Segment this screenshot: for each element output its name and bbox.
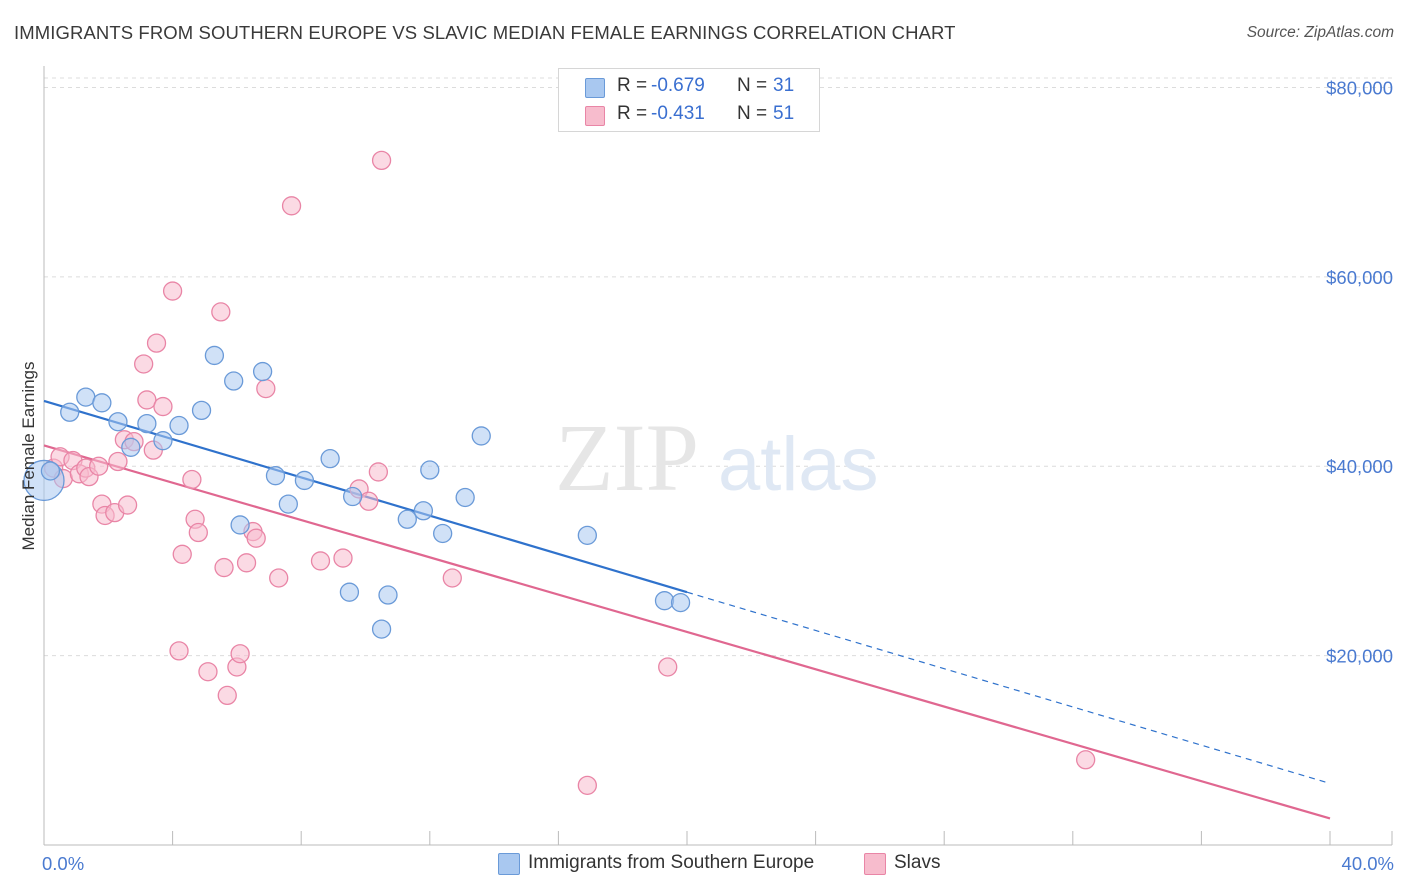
x-tick-labels: 0.0% 40.0%	[42, 853, 1394, 874]
bottom-legend-swatch-slavs	[864, 853, 886, 875]
legend-r-value: -0.679	[651, 75, 705, 96]
point-slavs	[217, 685, 237, 706]
point-southern-europe	[577, 525, 597, 546]
correlation-legend: R = -0.679 N = 31 R = -0.431 N = 51	[558, 68, 820, 132]
point-southern-europe	[92, 393, 112, 413]
point-slavs	[658, 657, 678, 677]
point-slavs	[182, 469, 202, 490]
point-slavs	[146, 333, 167, 353]
point-southern-europe	[471, 426, 491, 446]
bottom-legend-label: Slavs	[894, 852, 941, 873]
point-slavs	[256, 378, 276, 399]
point-southern-europe	[433, 523, 453, 544]
point-southern-europe	[670, 592, 691, 613]
legend-n-value: 31	[773, 75, 795, 96]
axes	[43, 66, 1393, 846]
point-slavs	[162, 281, 183, 301]
y-tick-labels: $20,000 $40,000 $60,000 $80,000	[1326, 77, 1393, 666]
legend-swatch-southern-europe	[585, 78, 605, 98]
trend-line-southern-europe-extension	[686, 591, 1331, 785]
watermark-atlas: atlas	[718, 422, 879, 507]
legend-r-label: R =	[617, 75, 648, 96]
point-southern-europe	[137, 413, 157, 434]
point-southern-europe	[252, 361, 273, 382]
legend-n-label: N =	[737, 103, 768, 124]
point-southern-europe	[294, 470, 315, 491]
point-slavs	[172, 544, 192, 564]
point-southern-europe	[224, 371, 244, 391]
legend-row-southern-europe: R = -0.679 N = 31	[559, 71, 819, 101]
point-slavs	[281, 196, 302, 216]
point-slavs	[153, 396, 173, 417]
point-slavs	[442, 568, 462, 588]
point-southern-europe	[320, 449, 340, 469]
point-slavs	[368, 462, 389, 482]
point-slavs	[359, 491, 379, 511]
bottom-legend-swatch-southern-europe	[498, 853, 520, 875]
point-slavs	[246, 528, 266, 548]
point-southern-europe	[342, 486, 363, 507]
legend-n-label: N =	[737, 75, 768, 96]
point-southern-europe	[191, 400, 212, 421]
point-slavs	[211, 302, 231, 322]
y-tick-label: $20,000	[1326, 646, 1393, 667]
point-southern-europe	[60, 402, 80, 422]
point-slavs	[236, 553, 257, 573]
point-southern-europe	[413, 501, 434, 521]
point-slavs	[310, 551, 331, 571]
point-slavs	[198, 662, 218, 682]
point-slavs	[333, 548, 353, 568]
point-southern-europe	[108, 412, 128, 432]
chart-title: IMMIGRANTS FROM SOUTHERN EUROPE VS SLAVI…	[14, 22, 956, 43]
y-tick-label: $60,000	[1326, 267, 1393, 288]
point-southern-europe	[230, 515, 250, 535]
legend-r-label: R =	[617, 103, 648, 124]
y-tick-label: $40,000	[1326, 456, 1393, 477]
watermark-zip: ZIP	[555, 404, 699, 511]
point-southern-europe	[278, 494, 298, 514]
point-slavs	[169, 641, 189, 661]
point-southern-europe	[204, 345, 225, 366]
point-slavs	[1076, 750, 1096, 770]
legend-r-value: -0.431	[651, 103, 705, 124]
point-southern-europe	[76, 387, 96, 407]
point-slavs	[214, 557, 234, 578]
point-slavs	[134, 354, 154, 374]
point-southern-europe	[371, 619, 392, 639]
point-southern-europe	[265, 466, 286, 486]
watermark: ZIP atlas	[555, 404, 879, 511]
data-points	[23, 150, 1096, 795]
point-southern-europe	[153, 431, 173, 451]
y-tick-label: $80,000	[1326, 77, 1393, 98]
trend-line-slavs	[43, 444, 1331, 820]
point-slavs	[230, 644, 250, 664]
bottom-legend-label: Immigrants from Southern Europe	[528, 852, 815, 873]
legend-n-value: 51	[773, 103, 795, 124]
x-tick-label: 0.0%	[42, 853, 84, 874]
y-axis-title: Median Female Earnings	[19, 362, 38, 551]
point-slavs	[188, 522, 208, 543]
point-slavs	[108, 451, 128, 472]
point-slavs	[117, 495, 138, 515]
legend-row-slavs: R = -0.431 N = 51	[559, 99, 819, 129]
point-southern-europe	[420, 460, 440, 480]
point-southern-europe	[455, 487, 475, 508]
point-slavs	[577, 775, 597, 795]
chart-source: Source: ZipAtlas.com	[1246, 24, 1394, 41]
point-southern-europe	[169, 415, 189, 436]
point-southern-europe	[397, 509, 417, 529]
point-slavs	[89, 456, 109, 476]
point-slavs	[269, 568, 289, 588]
point-southern-europe	[40, 461, 61, 481]
legend-swatch-slavs	[585, 106, 605, 126]
point-slavs	[371, 150, 392, 171]
point-slavs	[137, 390, 157, 410]
point-southern-europe	[378, 585, 398, 605]
x-tick-label: 40.0%	[1342, 853, 1394, 874]
point-southern-europe	[339, 582, 360, 602]
point-southern-europe	[654, 591, 675, 611]
point-southern-europe	[121, 437, 141, 457]
